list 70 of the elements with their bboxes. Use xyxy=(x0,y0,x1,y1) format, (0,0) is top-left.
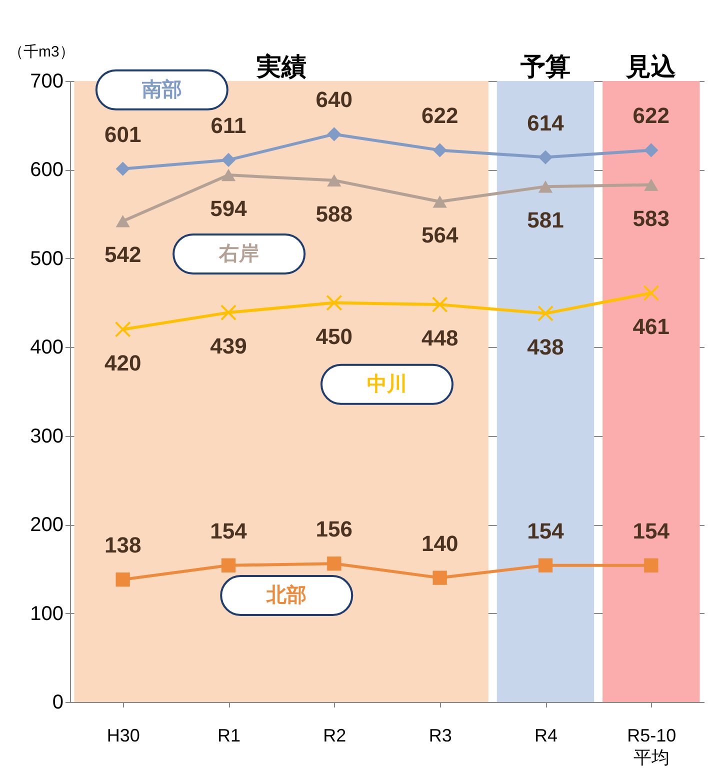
point xyxy=(116,162,130,176)
y-tick-label: 600 xyxy=(30,159,64,182)
point xyxy=(644,143,658,158)
point xyxy=(644,558,658,572)
x-tick-label: R1 xyxy=(217,726,241,746)
data-label: 611 xyxy=(210,112,246,138)
point xyxy=(327,127,342,142)
point xyxy=(537,305,554,322)
point xyxy=(538,180,553,193)
series-label: 北部 xyxy=(266,584,307,607)
y-tick-label: 100 xyxy=(30,602,64,625)
data-label: 154 xyxy=(632,518,670,544)
point xyxy=(432,570,447,585)
text: 南部 xyxy=(140,78,182,101)
data-label: 461 xyxy=(632,314,670,340)
point xyxy=(326,294,342,311)
y-axis-title: （千m3） xyxy=(8,44,74,60)
point xyxy=(116,215,130,228)
data-label: 581 xyxy=(527,208,564,233)
x-tick-label: R3 xyxy=(428,726,452,746)
point xyxy=(538,558,553,572)
point xyxy=(432,143,447,158)
y-tick-label: 500 xyxy=(30,248,64,270)
x-tick-label: R4 xyxy=(534,726,558,746)
data-label: 583 xyxy=(632,206,670,231)
data-label: 420 xyxy=(104,350,142,376)
data-label: 564 xyxy=(421,222,459,248)
data-label: 594 xyxy=(210,196,248,222)
point xyxy=(327,174,342,186)
band-label: 見込 xyxy=(625,53,676,81)
point xyxy=(221,152,236,168)
text: 右岸 xyxy=(218,242,260,265)
x-tick-label: R5-10 平均 xyxy=(627,726,676,768)
data-label: 156 xyxy=(316,516,353,542)
point xyxy=(644,178,658,191)
x-tick-label: R2 xyxy=(323,726,346,746)
point xyxy=(221,168,236,182)
x-tick-label: H30 xyxy=(106,726,140,746)
point xyxy=(114,321,131,338)
y-tick-label: 0 xyxy=(52,692,64,714)
point xyxy=(116,572,130,587)
text: 中川 xyxy=(367,373,407,396)
data-label: 154 xyxy=(527,518,565,544)
point xyxy=(538,150,553,164)
y-tick-label: 400 xyxy=(30,336,64,359)
point xyxy=(221,558,236,572)
band-label: 予算 xyxy=(520,53,570,81)
data-label: 154 xyxy=(210,518,248,544)
point xyxy=(220,304,237,321)
data-label: 450 xyxy=(316,324,353,349)
data-label: 138 xyxy=(104,532,142,558)
y-tick-label: 200 xyxy=(30,514,64,536)
data-label: 614 xyxy=(527,110,565,136)
y-tick-label: 700 xyxy=(30,70,64,92)
point xyxy=(432,196,447,208)
point xyxy=(432,296,448,313)
data-label: 601 xyxy=(104,122,142,147)
data-label: 622 xyxy=(632,103,670,128)
data-label: 438 xyxy=(527,334,564,360)
y-tick-label: 300 xyxy=(30,425,64,448)
data-label: 140 xyxy=(421,530,458,556)
data-label: 448 xyxy=(421,326,458,351)
point xyxy=(327,556,342,571)
data-label: 640 xyxy=(316,87,353,112)
data-label: 439 xyxy=(210,334,247,359)
data-label: 622 xyxy=(421,103,458,128)
data-label: 542 xyxy=(104,242,142,268)
band-label: 実績 xyxy=(255,53,306,81)
point xyxy=(643,284,660,302)
data-label: 588 xyxy=(316,201,353,226)
